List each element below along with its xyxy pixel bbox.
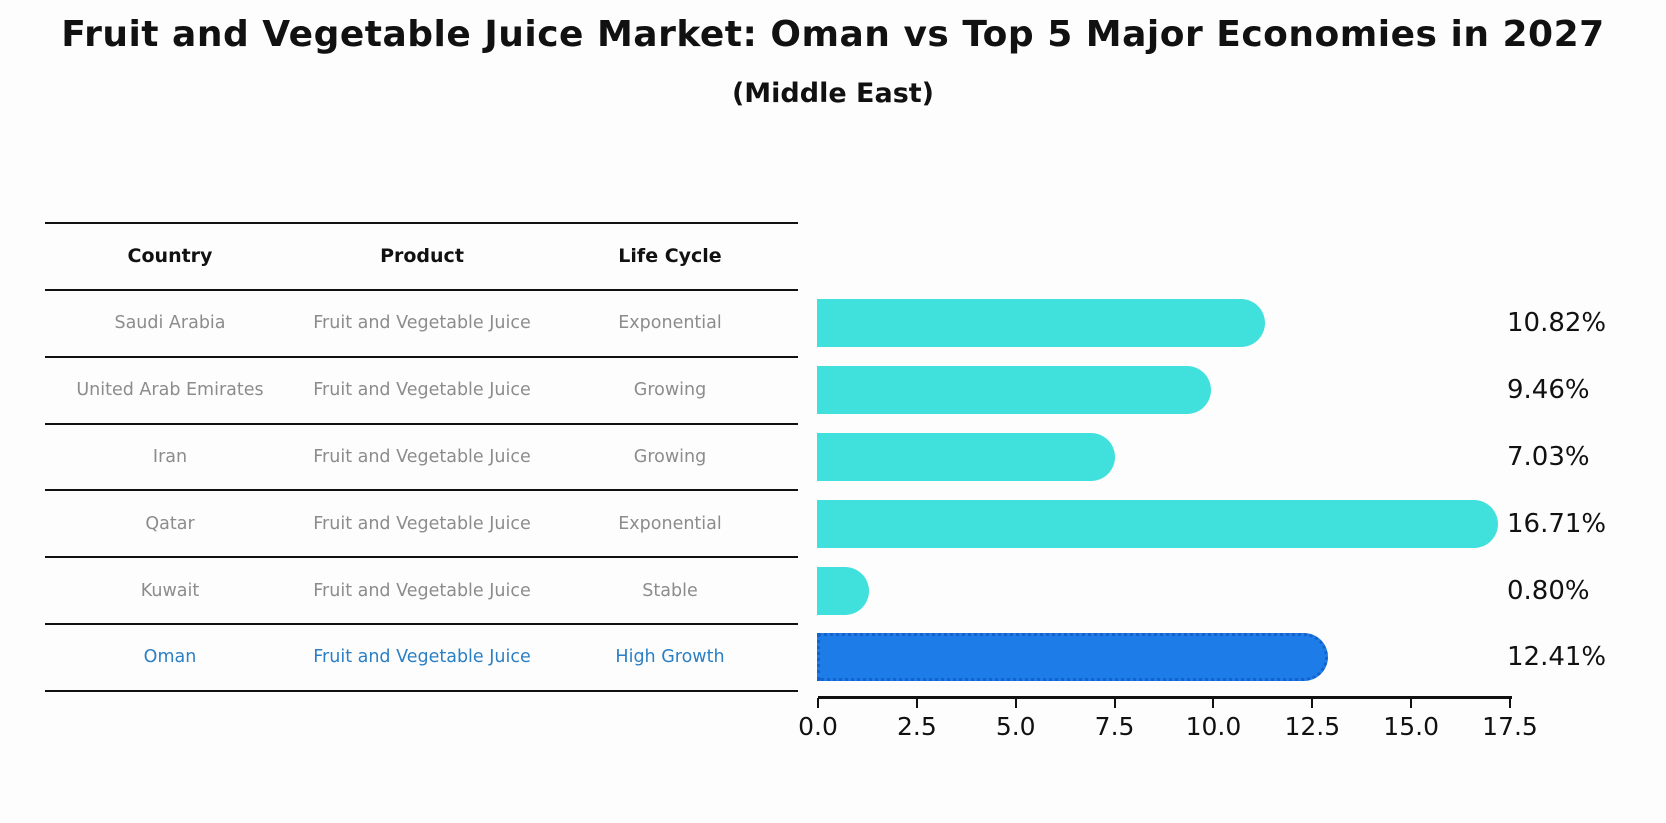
x-axis-tick-label: 17.5	[1482, 712, 1538, 741]
product-cell: Fruit and Vegetable Juice	[313, 313, 531, 334]
lifecycle-cell: Exponential	[618, 513, 722, 534]
lifecycle-cell: High Growth	[615, 647, 725, 668]
product-cell: Fruit and Vegetable Juice	[313, 513, 531, 534]
bar	[817, 566, 869, 615]
table-row-border	[45, 689, 798, 692]
page-subtitle: (Middle East)	[731, 78, 935, 109]
country-cell: Qatar	[145, 513, 195, 534]
lifecycle-cell: Exponential	[618, 313, 722, 334]
x-axis-tick-label: 15.0	[1383, 712, 1439, 741]
x-axis-tick-label: 2.5	[896, 712, 937, 741]
x-axis-tick	[1014, 698, 1017, 708]
x-axis-tick-label: 0.0	[798, 712, 838, 741]
value-label: 7.03%	[1507, 442, 1590, 472]
value-label: 10.82%	[1507, 308, 1607, 339]
table-row-border	[45, 623, 798, 625]
x-axis-tick	[1113, 698, 1116, 708]
x-axis-tick-label: 5.0	[995, 712, 1036, 741]
table-row-border	[45, 489, 798, 492]
country-cell: United Arab Emirates	[76, 380, 264, 401]
x-axis-tick	[1311, 698, 1314, 708]
product-cell: Fruit and Vegetable Juice	[313, 647, 531, 668]
bar	[817, 299, 1265, 348]
product-cell: Fruit and Vegetable Juice	[313, 380, 531, 401]
highlighted-bar	[817, 633, 1328, 682]
lifecycle-cell: Growing	[633, 447, 707, 467]
lifecycle-cell: Stable	[642, 580, 698, 601]
bar	[817, 433, 1115, 481]
value-label: 0.80%	[1507, 575, 1590, 606]
column-header-product: Product	[380, 245, 464, 267]
product-cell: Fruit and Vegetable Juice	[313, 580, 531, 601]
country-cell: Oman	[143, 647, 197, 668]
x-axis-tick	[915, 698, 918, 708]
page-title: Fruit and Vegetable Juice Market: Oman v…	[61, 14, 1605, 55]
value-label: 16.71%	[1507, 508, 1607, 539]
table-row-border	[45, 355, 798, 358]
country-cell: Kuwait	[140, 580, 200, 601]
lifecycle-cell: Growing	[633, 380, 707, 401]
x-axis-tick	[1212, 698, 1215, 708]
table-row-border	[45, 556, 798, 559]
column-header-life-cycle: Life Cycle	[618, 245, 722, 267]
country-cell: Iran	[152, 447, 188, 467]
x-axis-tick	[817, 698, 819, 708]
table-header-border	[45, 289, 798, 291]
table-row-border	[45, 422, 798, 425]
x-axis-line	[818, 696, 1512, 699]
country-cell: Saudi Arabia	[114, 313, 226, 334]
x-axis-tick-label: 7.5	[1094, 712, 1135, 741]
x-axis-tick	[1509, 698, 1511, 708]
product-cell: Fruit and Vegetable Juice	[313, 447, 531, 467]
value-label: 12.41%	[1507, 642, 1607, 673]
column-header-country: Country	[127, 245, 213, 267]
x-axis-tick	[1410, 698, 1413, 708]
x-axis-tick-label: 10.0	[1185, 712, 1242, 741]
table-top-border	[45, 222, 798, 224]
bar	[817, 366, 1212, 415]
value-label: 9.46%	[1507, 375, 1590, 406]
x-axis-tick-label: 12.5	[1284, 712, 1341, 741]
bar	[817, 499, 1498, 548]
